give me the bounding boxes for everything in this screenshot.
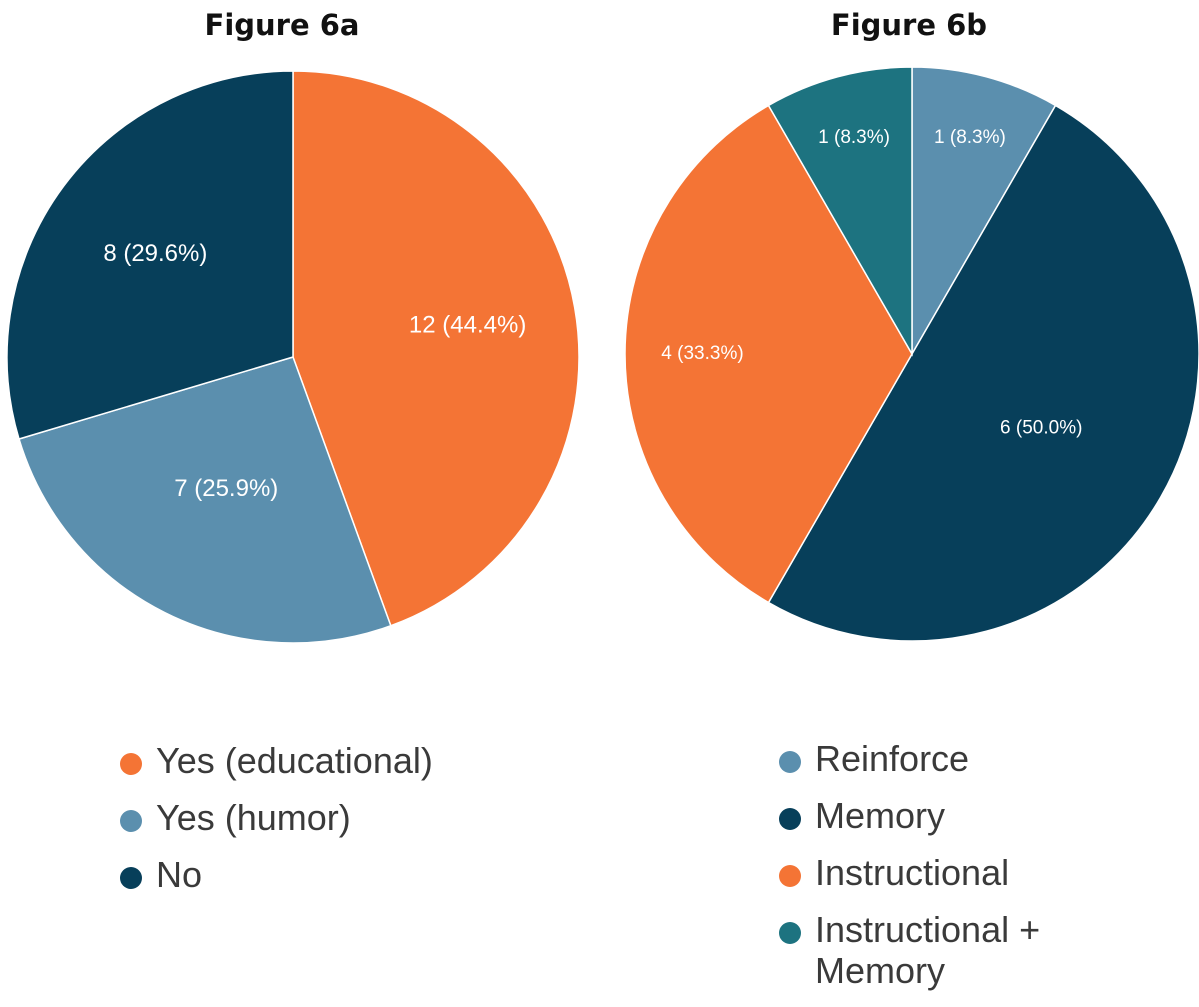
slice-label-figure-6b-reinforce: 1 (8.3%) [934,127,1006,148]
slice-label-figure-6b-instructional-memory: 1 (8.3%) [818,127,890,148]
pie-figure-6b: 1 (8.3%) 6 (50.0%) 4 (33.3%) 1 (8.3%) [625,67,1199,641]
legend-figure-6a: Yes (educational) Yes (humor) No [120,740,500,911]
legend-label-instructional-memory: Instructional + Memory [815,909,1040,991]
legend-label-reinforce: Reinforce [815,738,969,779]
pie-figure-6a: 12 (44.4%) 7 (25.9%) 8 (29.6%) [7,71,579,643]
legend-swatch-yes-educational [120,753,142,775]
legend-swatch-instructional-memory [779,922,801,944]
slice-label-figure-6b-memory: 6 (50.0%) [1000,418,1082,439]
legend-label-instructional: Instructional [815,852,1009,893]
legend-swatch-no [120,867,142,889]
legend-figure-6b: Reinforce Memory Instructional Instructi… [779,738,1109,1007]
slice-label-figure-6b-instructional: 4 (33.3%) [661,343,743,364]
legend-item-instructional: Instructional [779,852,1109,893]
legend-swatch-memory [779,808,801,830]
legend-swatch-instructional [779,865,801,887]
legend-label-memory: Memory [815,795,945,836]
legend-item-instructional-memory: Instructional + Memory [779,909,1109,991]
legend-item-memory: Memory [779,795,1109,836]
legend-item-reinforce: Reinforce [779,738,1109,779]
legend-item-yes-educational: Yes (educational) [120,740,500,781]
legend-label-no: No [156,854,202,895]
legend-item-no: No [120,854,500,895]
legend-swatch-yes-humor [120,810,142,832]
slice-label-figure-6a-yes-educational: 12 (44.4%) [409,312,526,339]
legend-label-yes-humor: Yes (humor) [156,797,351,838]
legend-swatch-reinforce [779,751,801,773]
slice-label-figure-6a-no: 8 (29.6%) [103,240,207,267]
legend-label-yes-educational: Yes (educational) [156,740,433,781]
legend-item-yes-humor: Yes (humor) [120,797,500,838]
slice-label-figure-6a-yes-humor: 7 (25.9%) [174,475,278,502]
